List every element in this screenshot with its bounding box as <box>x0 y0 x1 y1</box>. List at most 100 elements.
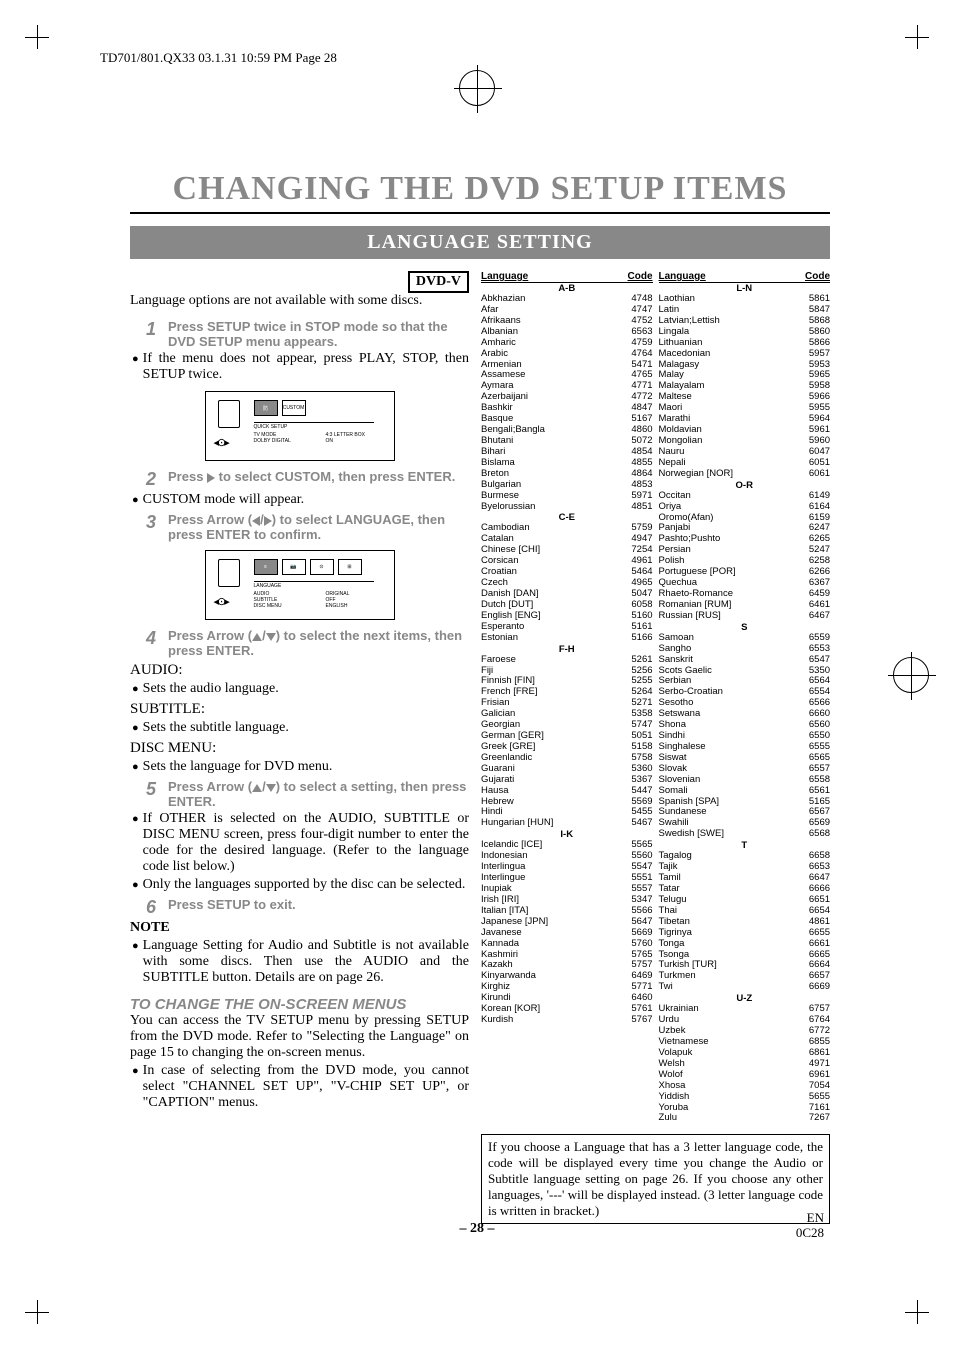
lang-row: Turkmen6657 <box>659 971 831 982</box>
page-title: CHANGING THE DVD SETUP ITEMS <box>130 170 830 208</box>
lang-row: Javanese5669 <box>481 928 653 939</box>
lang-row: Abkhazian4748 <box>481 294 653 305</box>
lang-row: Russian [RUS]6467 <box>659 611 831 622</box>
step-number: 6 <box>146 897 168 918</box>
lang-row: Bhutani5072 <box>481 436 653 447</box>
lang-row: Zulu7267 <box>659 1113 831 1124</box>
page-number: – 28 – <box>460 1221 495 1237</box>
lang-row: Kannada5760 <box>481 939 653 950</box>
lang-row: Laothian5861 <box>659 294 831 305</box>
lang-row: Tonga6661 <box>659 939 831 950</box>
intro-text: Language options are not available with … <box>130 293 469 309</box>
lang-row: Tajik6653 <box>659 862 831 873</box>
bullet-text: Sets the language for DVD menu. <box>132 759 469 775</box>
subtitle-label: SUBTITLE: <box>130 701 469 718</box>
lang-row: Tamil6647 <box>659 873 831 884</box>
lang-row: Faroese5261 <box>481 655 653 666</box>
lang-row: Kurdish5767 <box>481 1015 653 1026</box>
step-text: Press SETUP twice in STOP mode so that t… <box>168 319 469 349</box>
step-number: 1 <box>146 319 168 340</box>
crop-mark <box>905 1300 929 1324</box>
lang-row: Slovenian6558 <box>659 775 831 786</box>
lang-row: Estonian5166 <box>481 633 653 644</box>
step-number: 5 <box>146 779 168 800</box>
registration-mark <box>893 657 929 693</box>
right-arrow-icon <box>207 473 215 483</box>
lang-row: Yoruba7161 <box>659 1103 831 1114</box>
bullet-text: If OTHER is selected on the AUDIO, SUBTI… <box>132 811 469 875</box>
lang-row: Hausa5447 <box>481 786 653 797</box>
footer-code: EN0C28 <box>796 1210 824 1241</box>
title-underline <box>130 212 830 214</box>
col-header: Language <box>659 271 706 282</box>
lang-row: Somali6561 <box>659 786 831 797</box>
menu-diagram-1: ◂⊙▸ 防 CUSTOM QUICK SETUP TV MODE DOLBY D… <box>205 391 395 461</box>
lang-row: Malagasy5953 <box>659 360 831 371</box>
lang-row: Sangho6553 <box>659 644 831 655</box>
change-menus-title: TO CHANGE THE ON-SCREEN MENUS <box>130 996 469 1013</box>
lang-row: Oriya6164 <box>659 502 831 513</box>
lang-row: Hebrew5569 <box>481 797 653 808</box>
lang-row: Twi6669 <box>659 982 831 993</box>
menu-diagram-2: ◂⊙▸ ≡ 📷 ⊙ ⊞ LANGUAGE AUDIO SUBTITLE DISC… <box>205 550 395 620</box>
up-arrow-icon <box>252 633 262 641</box>
step-number: 4 <box>146 628 168 649</box>
step-text: Press Arrow (/) to select LANGUAGE, then… <box>168 512 469 542</box>
col-header: Language <box>481 271 528 282</box>
crop-mark <box>25 25 49 49</box>
registration-mark <box>459 70 495 106</box>
bullet-text: In case of selecting from the DVD mode, … <box>132 1063 469 1111</box>
lang-row: Tigrinya6655 <box>659 928 831 939</box>
lang-row: Swedish [SWE]6568 <box>659 829 831 840</box>
disc-menu-label: DISC MENU: <box>130 740 469 757</box>
lang-row: Ukrainian6757 <box>659 1004 831 1015</box>
down-arrow-icon <box>266 633 276 641</box>
crop-mark <box>25 1300 49 1324</box>
step-number: 2 <box>146 469 168 490</box>
lang-row: Sanskrit6547 <box>659 655 831 666</box>
lang-row: Persian5247 <box>659 545 831 556</box>
lang-row: Gujarati5367 <box>481 775 653 786</box>
col-header: Code <box>628 271 653 282</box>
right-arrow-icon <box>264 516 272 526</box>
step-text: Press SETUP to exit. <box>168 897 296 912</box>
dvd-badge: DVD-V <box>408 271 469 293</box>
header-line: TD701/801.QX33 03.1.31 10:59 PM Page 28 <box>100 50 337 66</box>
up-arrow-icon <box>252 784 262 792</box>
section-subtitle: LANGUAGE SETTING <box>130 226 830 259</box>
change-menus-body: You can access the TV SETUP menu by pres… <box>130 1013 469 1061</box>
step-text: Press Arrow (/) to select a setting, the… <box>168 779 469 809</box>
code-note-box: If you choose a Language that has a 3 le… <box>481 1134 830 1224</box>
lang-row: Welsh4971 <box>659 1059 831 1070</box>
bullet-text: If the menu does not appear, press PLAY,… <box>132 351 469 383</box>
lang-row: Maltese5966 <box>659 392 831 403</box>
left-arrow-icon <box>252 516 260 526</box>
lang-row: Tagalog6658 <box>659 851 831 862</box>
crop-mark <box>905 25 929 49</box>
bullet-text: Language Setting for Audio and Subtitle … <box>132 938 469 986</box>
note-label: NOTE <box>130 920 469 936</box>
lang-row: Occitan6149 <box>659 491 831 502</box>
lang-row: Norwegian [NOR]6061 <box>659 469 831 480</box>
language-code-table: LanguageCode A-BAbkhazian4748Afar4747Afr… <box>481 271 830 1124</box>
step-number: 3 <box>146 512 168 533</box>
down-arrow-icon <box>266 784 276 792</box>
lang-row: Macedonian5957 <box>659 349 831 360</box>
lang-row: Arabic4764 <box>481 349 653 360</box>
bullet-text: Sets the audio language. <box>132 681 469 697</box>
lang-row: Yiddish5655 <box>659 1092 831 1103</box>
bullet-text: CUSTOM mode will appear. <box>132 492 469 508</box>
lang-row: Bulgarian4853 <box>481 480 653 491</box>
lang-row: Mongolian5960 <box>659 436 831 447</box>
lang-row: Lithuanian5866 <box>659 338 831 349</box>
lang-row: Telugu6651 <box>659 895 831 906</box>
audio-label: AUDIO: <box>130 662 469 679</box>
step-text: Press to select CUSTOM, then press ENTER… <box>168 469 455 484</box>
bullet-text: Only the languages supported by the disc… <box>132 877 469 893</box>
step-text: Press Arrow (/) to select the next items… <box>168 628 469 658</box>
lang-row: Amharic4759 <box>481 338 653 349</box>
col-header: Code <box>805 271 830 282</box>
bullet-text: Sets the subtitle language. <box>132 720 469 736</box>
lang-section-header: F-H <box>481 644 653 655</box>
lang-row: Hungarian [HUN]5467 <box>481 818 653 829</box>
